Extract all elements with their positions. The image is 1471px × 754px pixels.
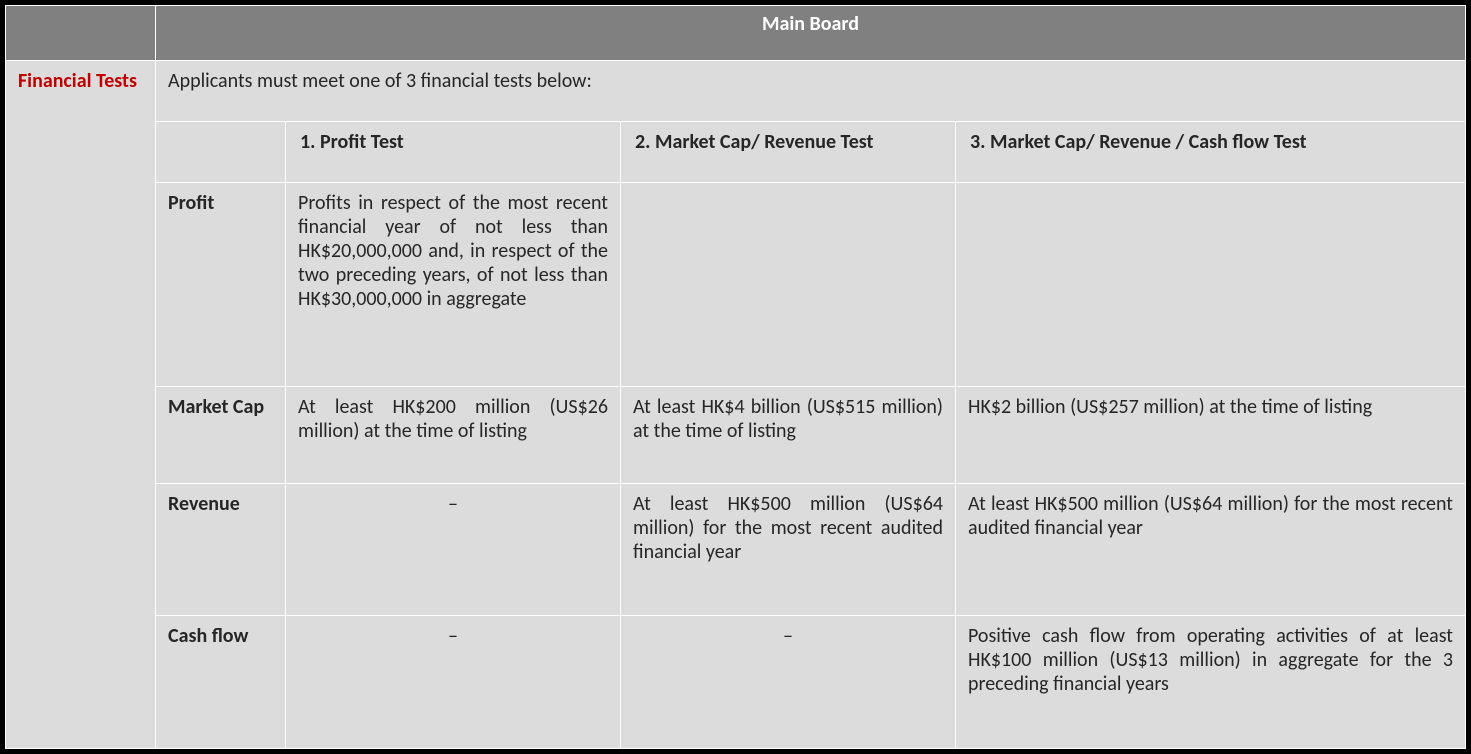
cashflow-test3-cell: Positive cash flow from operating activi… [956, 616, 1466, 749]
cashflow-row-label: Cash flow [156, 616, 286, 749]
marketcap-row-label: Market Cap [156, 387, 286, 484]
profit-row: Profit Profits in respect of the most re… [6, 183, 1466, 387]
revenue-test3-cell: At least HK$500 million (US$64 million) … [956, 483, 1466, 616]
tests-header-row: 1. Profit Test 2. Market Cap/ Revenue Te… [6, 122, 1466, 183]
profit-row-label: Profit [156, 183, 286, 387]
header-row: Main Board [6, 6, 1466, 61]
header-title: Main Board [156, 6, 1466, 61]
marketcap-test1-cell: At least HK$200 million (US$26 million) … [286, 387, 621, 484]
marketcap-test3-cell: HK$2 billion (US$257 million) at the tim… [956, 387, 1466, 484]
cashflow-test1-cell: – [286, 616, 621, 749]
table-frame: Main Board Financial Tests Applicants mu… [0, 0, 1471, 754]
tests-blank-cell [156, 122, 286, 183]
profit-test1-cell: Profits in respect of the most recent fi… [286, 183, 621, 387]
profit-test2-cell [621, 183, 956, 387]
marketcap-test2-cell: At least HK$4 billion (US$515 million) a… [621, 387, 956, 484]
test-3-header: 3. Market Cap/ Revenue / Cash flow Test [956, 122, 1466, 183]
marketcap-row: Market Cap At least HK$200 million (US$2… [6, 387, 1466, 484]
cashflow-test2-cell: – [621, 616, 956, 749]
revenue-row: Revenue – At least HK$500 million (US$64… [6, 483, 1466, 616]
revenue-test2-cell: At least HK$500 million (US$64 million) … [621, 483, 956, 616]
revenue-test1-cell: – [286, 483, 621, 616]
test-1-header: 1. Profit Test [286, 122, 621, 183]
profit-test3-cell [956, 183, 1466, 387]
header-blank-cell [6, 6, 156, 61]
cashflow-row: Cash flow – – Positive cash flow from op… [6, 616, 1466, 749]
side-label: Financial Tests [6, 61, 156, 749]
intro-row: Financial Tests Applicants must meet one… [6, 61, 1466, 122]
financial-tests-table: Main Board Financial Tests Applicants mu… [5, 5, 1466, 749]
intro-text: Applicants must meet one of 3 financial … [156, 61, 1466, 122]
revenue-row-label: Revenue [156, 483, 286, 616]
test-2-header: 2. Market Cap/ Revenue Test [621, 122, 956, 183]
